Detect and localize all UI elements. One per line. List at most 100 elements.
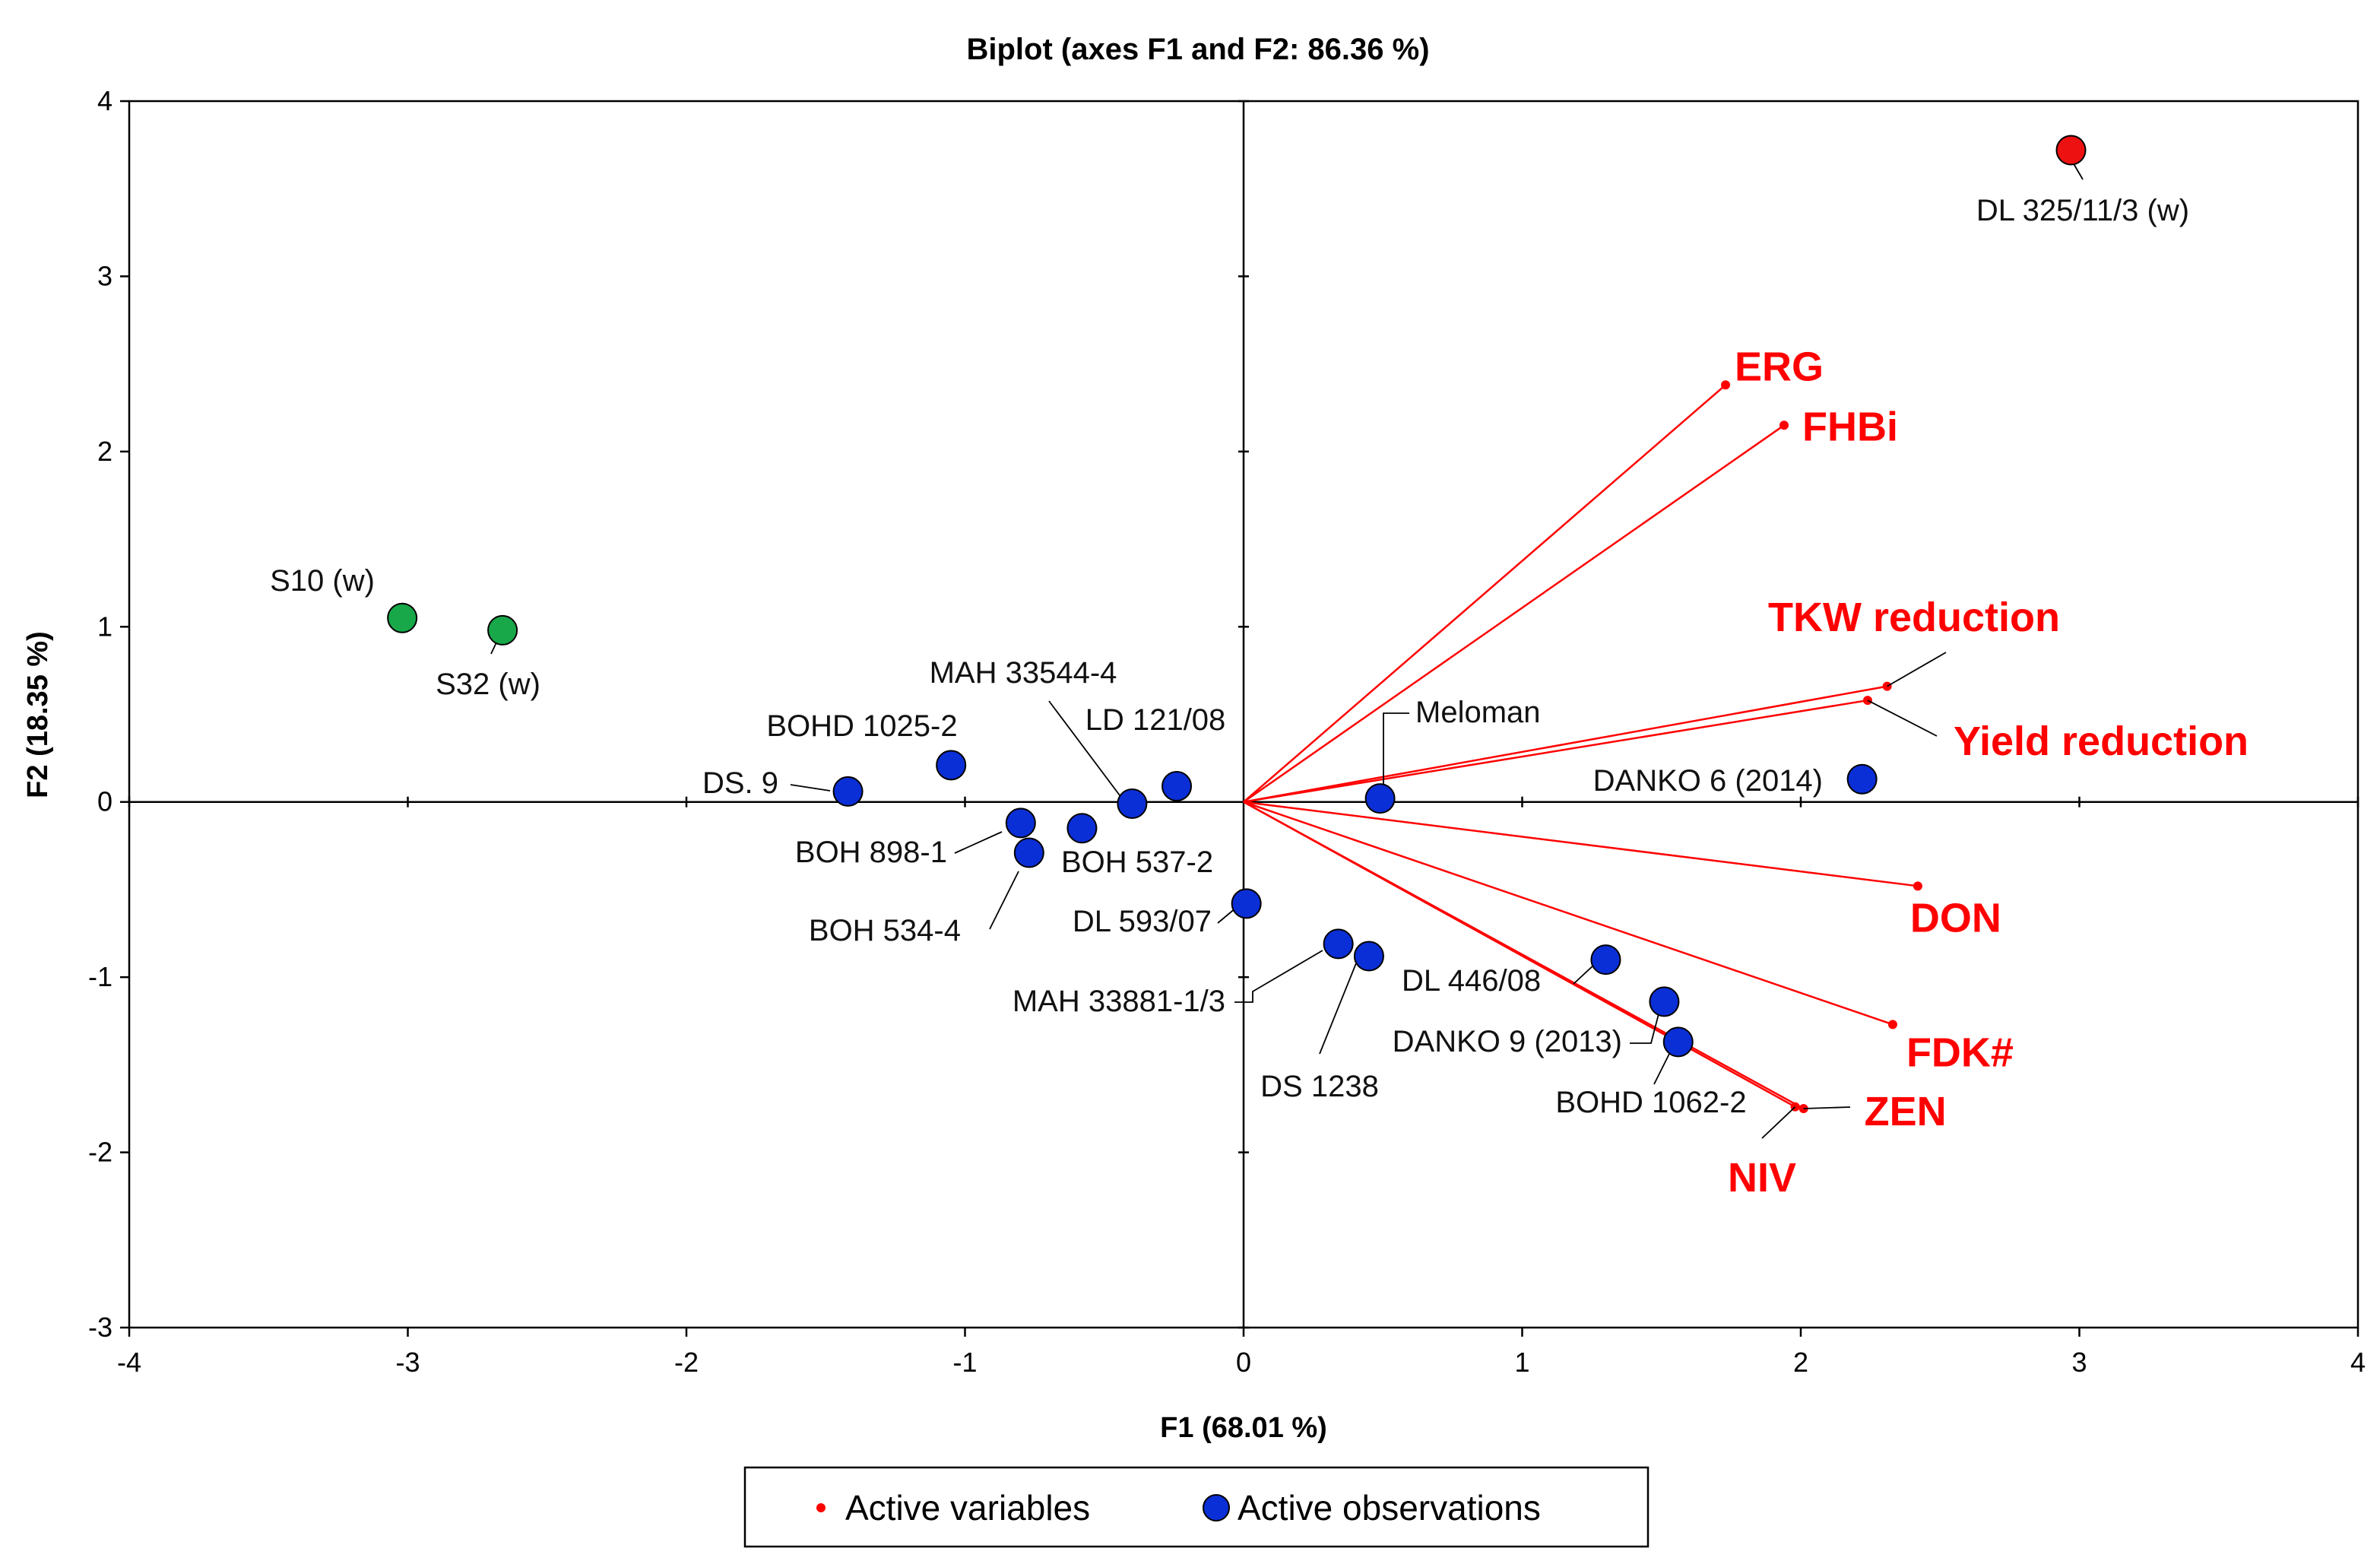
observation-label-boh-898-1: BOH 898-1 [795,836,947,869]
observation-label-danko-9-2013: DANKO 9 (2013) [1393,1025,1622,1058]
observation-point-s10-w [387,602,418,633]
observation-label-bohd-1062-2: BOHD 1062-2 [1555,1086,1746,1119]
observation-point-ds-1238 [1353,941,1384,972]
y-tick-label: 4 [97,85,113,116]
variable-leader-zen [1803,1106,1851,1109]
y-tick-label: -3 [88,1312,113,1343]
variable-vector-don [1243,801,1919,887]
observation-label-boh-534-4: BOH 534-4 [809,914,961,947]
observation-label-boh-537-2: BOH 537-2 [1061,846,1213,879]
x-tick-label: -1 [952,1347,977,1378]
variable-label-yield-reduction: Yield reduction [1954,719,2248,764]
chart-title: Biplot (axes F1 and F2: 86.36 %) [966,33,1429,66]
observation-leader-boh-534-4 [989,871,1019,930]
y-tick-label: -1 [88,961,113,992]
observation-points [387,135,2087,1058]
observation-point-danko-6-2014 [1846,763,1878,795]
variable-vector-fhbi [1243,424,1785,803]
observation-label-dl-325-11-3-w: DL 325/11/3 (w) [1976,194,2189,227]
variable-point-fhbi [1779,420,1789,430]
observation-label-ds-9: DS. 9 [702,766,778,800]
observation-point-mah-33544-4 [1117,788,1148,820]
x-tick-label: 1 [1514,1347,1529,1378]
legend-label-observations: Active observations [1238,1488,1541,1528]
y-tick-label: 2 [97,436,113,467]
x-tick-label: -3 [395,1347,420,1378]
observation-label-dl-446-08: DL 446/08 [1402,964,1541,998]
variable-point-don [1913,881,1922,891]
observation-label-mah-33881-1-3: MAH 33881-1/3 [1013,985,1225,1018]
variable-point-erg [1721,380,1731,390]
observation-label-meloman: Meloman [1415,696,1541,729]
observation-point-ld-121-08 [1161,770,1193,801]
observation-point-boh-534-4 [1013,837,1044,868]
observation-leader-boh-898-1 [954,831,1003,854]
legend-box [743,1466,1650,1548]
variable-label-tkw-reduction: TKW reduction [1768,595,2060,640]
point-labels: ERG FHBi TKW reduction Yield reduction DON FD… [270,194,2248,1201]
variable-vector-niv [1243,801,1796,1108]
y-axis-title: F2 (18.35 %) [22,631,54,798]
legend-variable-marker [816,1503,826,1512]
x-tick-label: -2 [674,1347,699,1378]
variable-vector-yield-reduction [1243,699,1868,803]
observation-point-dl-593-07 [1231,888,1262,919]
variable-leader-yield-reduction [1867,700,1938,737]
observation-point-dl-325-11-3-w [2055,135,2087,166]
observation-point-meloman [1364,783,1396,814]
variable-leader-tkw-reduction [1887,652,1947,687]
label-leader-lines [490,160,2084,1139]
y-tick-label: -2 [88,1137,113,1168]
observation-point-bohd-1025-2 [936,750,967,781]
observation-label-ld-121-08: LD 121/08 [1085,703,1226,737]
y-tick-label: 0 [97,786,113,817]
x-tick-label: 0 [1236,1347,1251,1378]
variable-label-fdk: FDK# [1906,1030,2014,1075]
observation-label-ds-1238: DS 1238 [1260,1070,1379,1103]
observation-leader-dl-446-08 [1573,963,1596,985]
legend-observation-marker [1203,1494,1230,1521]
observation-leader-ds-1238 [1319,959,1358,1055]
observation-point-boh-898-1 [1005,807,1036,839]
variable-label-erg: ERG [1735,344,1824,389]
observation-point-s32-w [487,614,518,646]
x-tick-label: 4 [2350,1347,2366,1378]
observation-label-dl-593-07: DL 593/07 [1073,905,1212,938]
x-tick-label: -4 [117,1347,141,1378]
observation-label-mah-33544-4: MAH 33544-4 [930,656,1117,690]
observation-label-s10-w: S10 (w) [270,564,375,598]
observation-leader-mah-33544-4 [1048,700,1123,799]
variable-vector-tkw-reduction [1243,685,1887,803]
variable-leader-niv [1761,1106,1796,1139]
legend: Active variables Active observations [743,1466,1650,1548]
observation-leader-ds-9 [790,784,831,792]
variable-label-fhbi: FHBi [1802,404,1898,449]
variable-label-zen: ZEN [1865,1089,1947,1134]
observation-point-bohd-1062-2 [1662,1026,1694,1058]
x-tick-label: 3 [2071,1347,2087,1378]
variable-label-don: DON [1910,895,2001,941]
observation-label-danko-6-2014: DANKO 6 (2014) [1593,764,1823,798]
variable-label-niv: NIV [1728,1155,1796,1201]
y-tick-label: 3 [97,260,113,291]
x-tick-label: 2 [1793,1347,1808,1378]
observation-point-mah-33881-1-3 [1323,928,1354,960]
observation-point-danko-9-2013 [1649,986,1680,1017]
y-tick-label: 1 [97,611,113,642]
observation-label-s32-w: S32 (w) [436,668,540,701]
legend-label-variables: Active variables [845,1488,1090,1528]
observation-point-ds-9 [832,776,864,807]
x-axis-title: F1 (68.01 %) [1160,1412,1327,1444]
observation-leader-danko-9-2013 [1630,1007,1661,1044]
variable-vector-erg [1243,384,1726,803]
observation-point-dl-446-08 [1590,944,1621,976]
observation-label-bohd-1025-2: BOHD 1025-2 [766,709,957,743]
variable-point-fdk [1887,1020,1897,1030]
variable-vectors [1243,380,1922,1113]
observation-leader-bohd-1062-2 [1653,1053,1670,1085]
observation-point-boh-537-2 [1066,813,1098,844]
observation-leader-meloman [1383,712,1409,788]
observation-leader-mah-33881-1-3 [1234,950,1323,1003]
